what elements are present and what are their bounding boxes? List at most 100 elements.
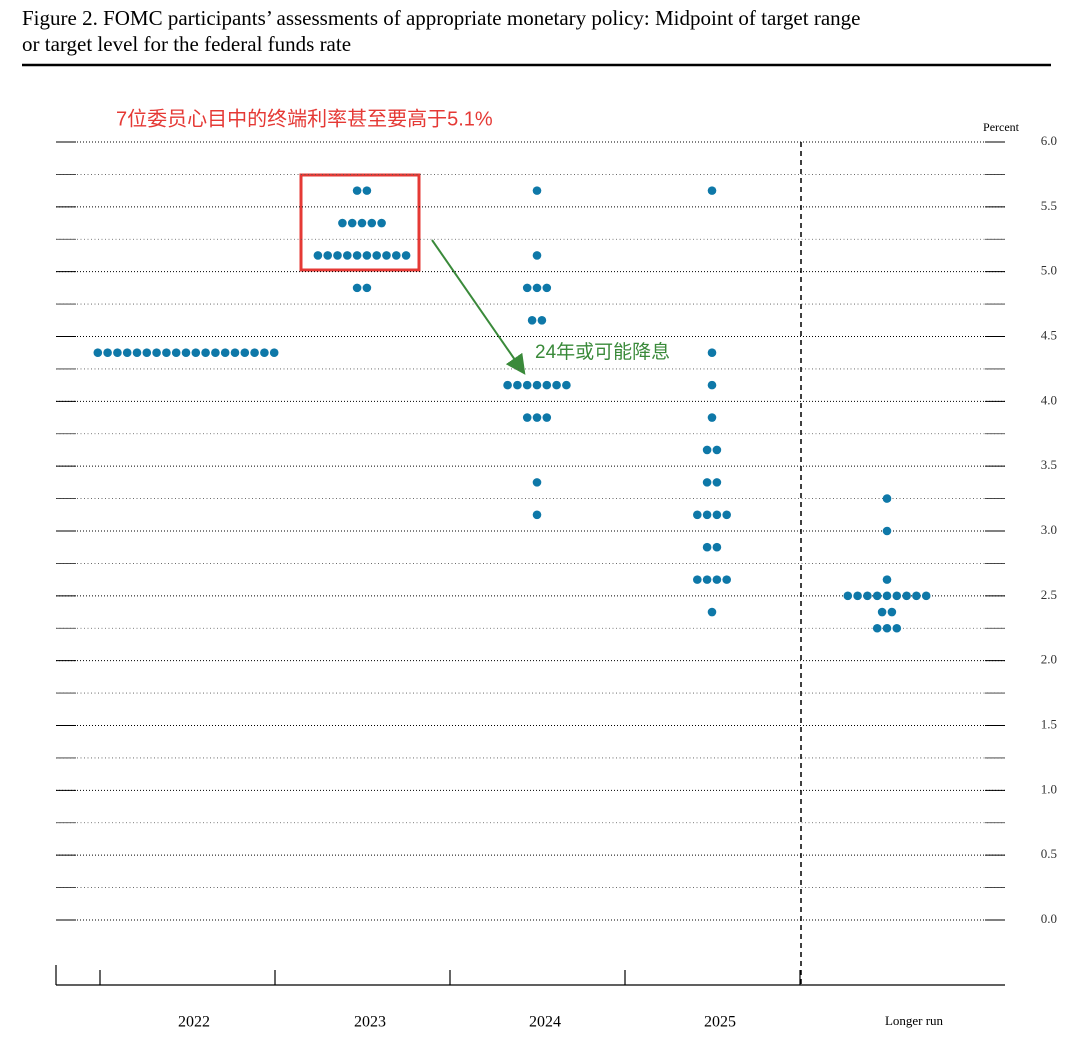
- dot: [352, 251, 362, 260]
- annotation: 7位委员心目中的终端利率甚至要高于5.1%: [116, 107, 493, 130]
- dot: [201, 348, 210, 358]
- dot: [211, 348, 220, 358]
- dot: [532, 413, 542, 422]
- dot: [532, 251, 542, 260]
- dot: [269, 348, 279, 358]
- dot: [712, 478, 722, 487]
- dot: [333, 251, 342, 260]
- dot: [887, 607, 897, 617]
- dot: [707, 186, 717, 195]
- dot: [323, 251, 333, 260]
- y-tick-label: 5.5: [1041, 198, 1057, 213]
- dot: [132, 348, 142, 358]
- dot: [712, 542, 722, 552]
- dot: [882, 591, 892, 601]
- dot: [362, 186, 372, 195]
- dot: [362, 283, 372, 293]
- dot: [532, 510, 542, 520]
- dot: [93, 348, 103, 358]
- dot: [113, 348, 122, 358]
- highlight-box: [299, 173, 421, 272]
- dot: [532, 380, 542, 390]
- dot: [313, 251, 323, 260]
- dot: [892, 591, 902, 601]
- dot: [542, 380, 552, 390]
- dot: [921, 591, 931, 601]
- dot: [377, 218, 386, 228]
- y-tick-label: 5.0: [1041, 263, 1057, 278]
- dot: [522, 380, 532, 390]
- dot: [401, 251, 411, 260]
- dot: [152, 348, 161, 358]
- dot: [250, 348, 259, 358]
- dot: [230, 348, 240, 358]
- dot: [532, 186, 542, 195]
- x-ticks: [99, 970, 801, 985]
- dot: [843, 591, 853, 601]
- dot: [712, 575, 722, 584]
- dot: [707, 348, 717, 358]
- dot: [103, 348, 112, 358]
- dot: [707, 413, 717, 422]
- y-tick-label: 1.5: [1041, 716, 1057, 731]
- dot: [872, 591, 882, 601]
- dot: [142, 348, 152, 358]
- dot: [122, 348, 132, 358]
- dot: [347, 218, 357, 228]
- dot: [712, 510, 722, 520]
- chart-subtitle: or target level for the federal funds ra…: [22, 32, 351, 56]
- dot: [892, 623, 902, 633]
- y-tick-label: 1.0: [1041, 781, 1057, 796]
- dot: [552, 380, 561, 390]
- dot: [912, 591, 921, 601]
- y-tick-label: 2.0: [1041, 652, 1057, 667]
- y-tick-label: 6.0: [1041, 133, 1057, 148]
- dot: [702, 542, 712, 552]
- dot: [882, 623, 892, 633]
- y-axis-label: Percent: [983, 120, 1020, 134]
- dot: [532, 283, 542, 293]
- dot: [532, 478, 542, 487]
- dot: [191, 348, 201, 358]
- dot: [181, 348, 191, 358]
- dot: [702, 510, 712, 520]
- dot: [338, 218, 347, 228]
- dot: [707, 380, 717, 390]
- y-tick-label: 4.0: [1041, 392, 1057, 407]
- dot: [722, 510, 731, 520]
- y-tick-label: 0.5: [1041, 846, 1057, 861]
- y-tick-label: 4.5: [1041, 327, 1057, 342]
- arrow: [431, 239, 526, 375]
- dot: [367, 218, 377, 228]
- dot: [863, 591, 872, 601]
- y-tick-label: 2.5: [1041, 587, 1057, 602]
- dot: [712, 445, 722, 455]
- x-tick-label: Longer run: [885, 1013, 944, 1028]
- dot: [522, 283, 532, 293]
- dot: [162, 348, 171, 358]
- dot: [702, 575, 712, 584]
- y-tick-label: 3.5: [1041, 457, 1057, 472]
- dot: [693, 510, 702, 520]
- y-tick-label: 0.0: [1041, 911, 1057, 926]
- dot: [722, 575, 731, 584]
- dot: [872, 623, 882, 633]
- dot: [707, 607, 717, 617]
- dot: [171, 348, 181, 358]
- x-tick-label: 2023: [354, 1014, 386, 1031]
- dot: [902, 591, 911, 601]
- dot: [882, 526, 892, 536]
- x-tick-label: 2022: [178, 1014, 210, 1031]
- annotation: 24年或可能降息: [535, 341, 670, 363]
- x-tick-label: 2024: [529, 1014, 561, 1031]
- dot: [352, 186, 362, 195]
- dot: [542, 283, 552, 293]
- y-tick-label: 3.0: [1041, 522, 1057, 537]
- dot: [260, 348, 269, 358]
- dot: [882, 575, 892, 584]
- dot: [357, 218, 367, 228]
- dot: [562, 380, 571, 390]
- dot: [527, 315, 537, 325]
- dot: [392, 251, 401, 260]
